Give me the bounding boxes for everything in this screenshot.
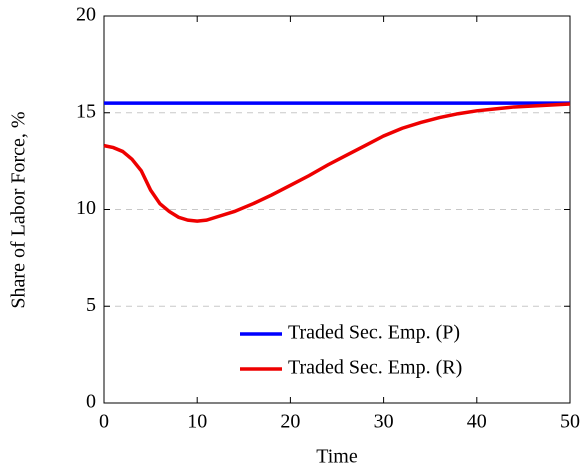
- x-axis-label: Time: [316, 446, 358, 468]
- x-tick-label: 30: [374, 411, 394, 433]
- x-tick-label: 40: [467, 411, 487, 433]
- legend-label: Traded Sec. Emp. (P): [288, 322, 460, 344]
- y-tick-label: 15: [76, 100, 96, 122]
- x-tick-label: 0: [99, 411, 109, 433]
- y-tick-label: 5: [86, 294, 96, 316]
- y-tick-label: 20: [76, 4, 96, 26]
- data-line: [103, 102, 571, 223]
- legend-label: Traded Sec. Emp. (R): [288, 357, 462, 379]
- x-tick-label: 20: [280, 411, 300, 433]
- y-tick-label: 10: [76, 197, 96, 219]
- x-tick-label: 50: [560, 411, 580, 433]
- plot-frame: [103, 15, 571, 404]
- x-tick-label: 10: [187, 411, 207, 433]
- y-tick-label: 0: [86, 391, 96, 413]
- y-axis-label: Share of Labor Force, %: [8, 111, 30, 308]
